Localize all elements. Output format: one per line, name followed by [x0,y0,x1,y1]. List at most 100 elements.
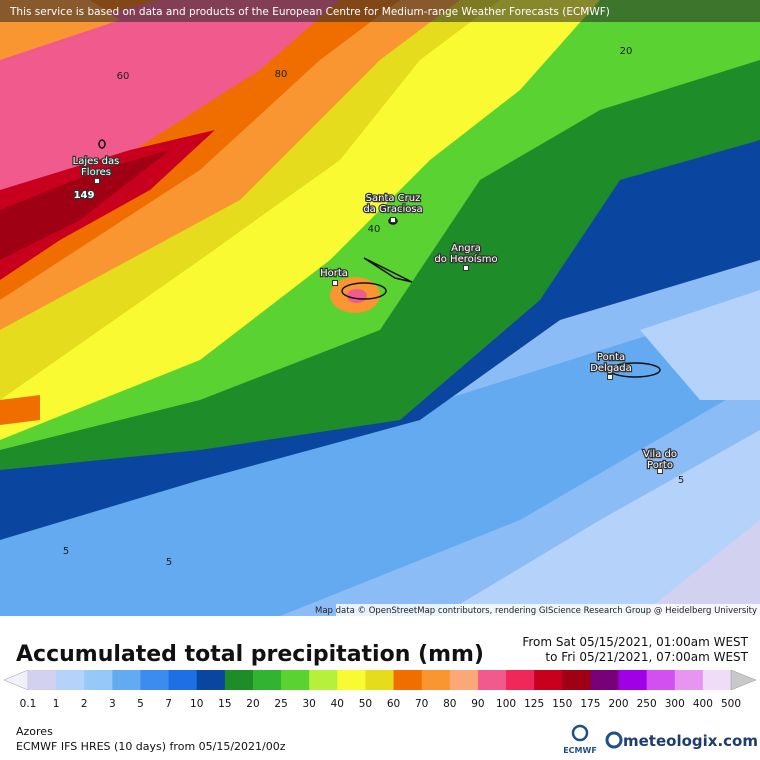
place-label: Flores [81,167,111,178]
logo-icon [605,731,623,749]
attribution: Map data © OpenStreetMap contributors, r… [315,606,757,616]
colorbar-box [112,670,141,690]
place-label: Angra [451,243,481,254]
band [0,130,215,280]
colorbar-tick: 150 [552,698,572,710]
colorbar-box [449,670,479,690]
notice: This service is based on data and produc… [9,6,610,18]
ecmwf-logo: ECMWF [563,724,597,755]
contour-label: 80 [275,69,288,80]
band [640,290,760,400]
colorbar-tick: 125 [524,698,544,710]
place-label: Ponta [597,352,625,363]
colorbar-box [309,670,338,690]
contour-label: 20 [620,46,633,57]
colorbar-box [562,670,591,690]
colorbar-tick: 30 [303,698,316,710]
colorbar-tick: 250 [637,698,657,710]
colorbar-tick: 500 [721,698,741,710]
colorbar-arrow [730,669,757,691]
colorbar-tick: 90 [471,698,484,710]
legend-title: Accumulated total precipitation (mm) [16,642,484,667]
attribution-bg [336,604,760,616]
band [0,150,170,260]
place-label: do Heroísmo [434,253,497,265]
place-label: Porto [647,460,673,471]
place-marker [463,265,469,271]
band [640,520,760,616]
place-label: Horta [320,268,348,279]
colorbar-tick: 60 [387,698,400,710]
island [98,139,106,149]
colorbar-box [590,670,620,690]
period: From Sat 05/15/2021, 01:00am WEST [522,635,748,649]
place-marker [94,178,100,184]
place-label: Lajes das [73,156,120,167]
island [363,257,413,283]
place-label: Santa Cruz [366,193,421,204]
band [440,430,760,616]
colorbar-box [56,670,85,690]
colorbar-tick: 5 [137,698,144,710]
colorbar-box [421,670,451,690]
map: This service is based on data and produc… [0,0,760,616]
colorbar-tick: 40 [331,698,344,710]
colorbar-box [84,670,113,690]
colorbar-box [477,670,507,690]
colorbar-arrow [3,669,29,691]
peak-value: 149 [74,190,95,201]
colorbar-box [196,670,226,690]
colorbar-tick: 400 [693,698,713,710]
colorbar-box [337,670,366,690]
colorbar-tick: 100 [496,698,516,710]
colorbar-box [140,670,170,690]
place-label: Vila do [643,449,677,460]
place-marker [657,468,663,474]
period: to Fri 05/21/2021, 07:00am WEST [545,650,748,664]
place-label: da Graciosa [363,204,422,215]
meteologix-logo: meteologix.com [605,731,758,750]
legend: Accumulated total precipitation (mm) Fro… [3,635,757,710]
contour-label: 5 [166,557,172,568]
colorbar-box [646,670,676,690]
notice-bar [0,0,760,22]
colorbar-box [534,670,563,690]
band [0,300,760,616]
island [609,362,661,378]
place-marker [607,374,613,380]
region: Azores [16,725,53,738]
colorbar-tick: 1 [53,698,60,710]
colorbar-box [168,670,198,690]
colorbar-tick: 3 [109,698,116,710]
model: ECMWF IFS HRES (10 days) from 05/15/2021… [16,740,286,753]
colorbar-tick: 300 [665,698,685,710]
band [0,395,40,425]
colorbar-box [224,670,254,690]
colorbar-tick: 80 [443,698,456,710]
colorbar-box [674,670,704,690]
contour-label: 5 [63,546,69,557]
colorbar-box [281,670,310,690]
colorbar-tick: 7 [165,698,172,710]
place-marker [390,217,396,223]
colorbar-box [506,670,535,690]
colorbar-tick: 2 [81,698,88,710]
colorbar-tick: 10 [190,698,203,710]
colorbar-box [365,670,395,690]
logo-icon [571,724,589,742]
band [347,289,367,303]
colorbar-tick: 50 [359,698,372,710]
colorbar-box [393,670,423,690]
place-label: Delgada [590,363,632,374]
colorbar-box [618,670,648,690]
island [341,282,387,300]
colorbar-tick: 25 [274,698,287,710]
colorbar-tick: 15 [218,698,231,710]
colorbar-tick: 20 [246,698,259,710]
coastlines [98,139,661,378]
colorbar-box [702,670,732,690]
contour-label: 40 [368,224,381,235]
logo-text: meteologix.com [623,732,758,750]
